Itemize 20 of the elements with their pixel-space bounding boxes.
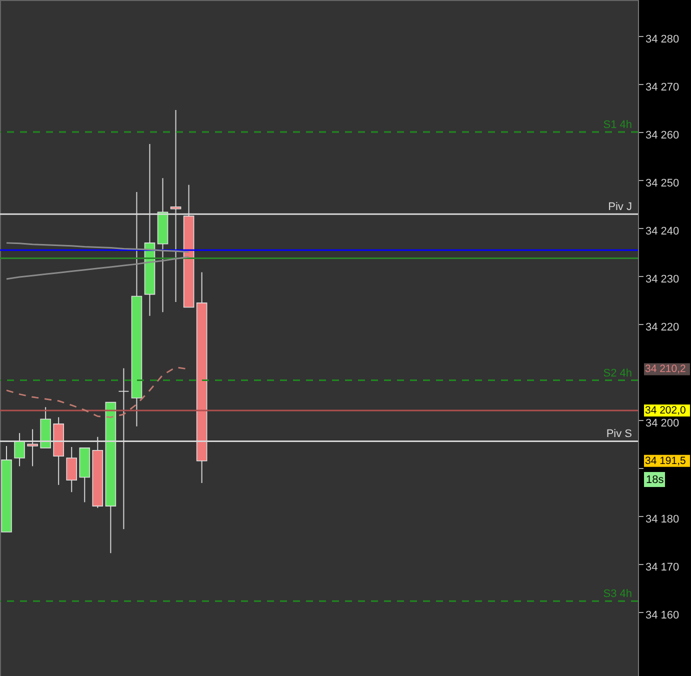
text: 34 202,0 [645, 404, 686, 416]
y-tick-label: 34 260 [646, 130, 680, 142]
y-tick-label: 34 220 [646, 322, 680, 334]
text: 18s [646, 474, 664, 486]
y-tick-label: 34 200 [646, 418, 680, 430]
y-tick-label: 34 230 [646, 274, 680, 286]
y-tick-label: 34 250 [646, 178, 680, 190]
text: 34 210,2 [645, 363, 686, 376]
y-tick-label: 34 270 [646, 82, 680, 94]
y-tick-label: 34 160 [646, 610, 680, 622]
ref-line-label: S1 4h [603, 119, 632, 132]
y-tick-label: 34 240 [646, 226, 680, 238]
ref-line-label: Piv J [608, 201, 632, 214]
ref-line-label: S2 4h [603, 367, 632, 380]
y-tick-label: 34 180 [646, 514, 680, 526]
y-tick-label: 34 170 [646, 562, 680, 574]
y-tick-label: 34 280 [646, 34, 680, 46]
text: 34 191,5 [645, 454, 686, 467]
ref-line-label: S3 4h [603, 588, 632, 600]
ref-line-label: Piv S [606, 428, 632, 440]
